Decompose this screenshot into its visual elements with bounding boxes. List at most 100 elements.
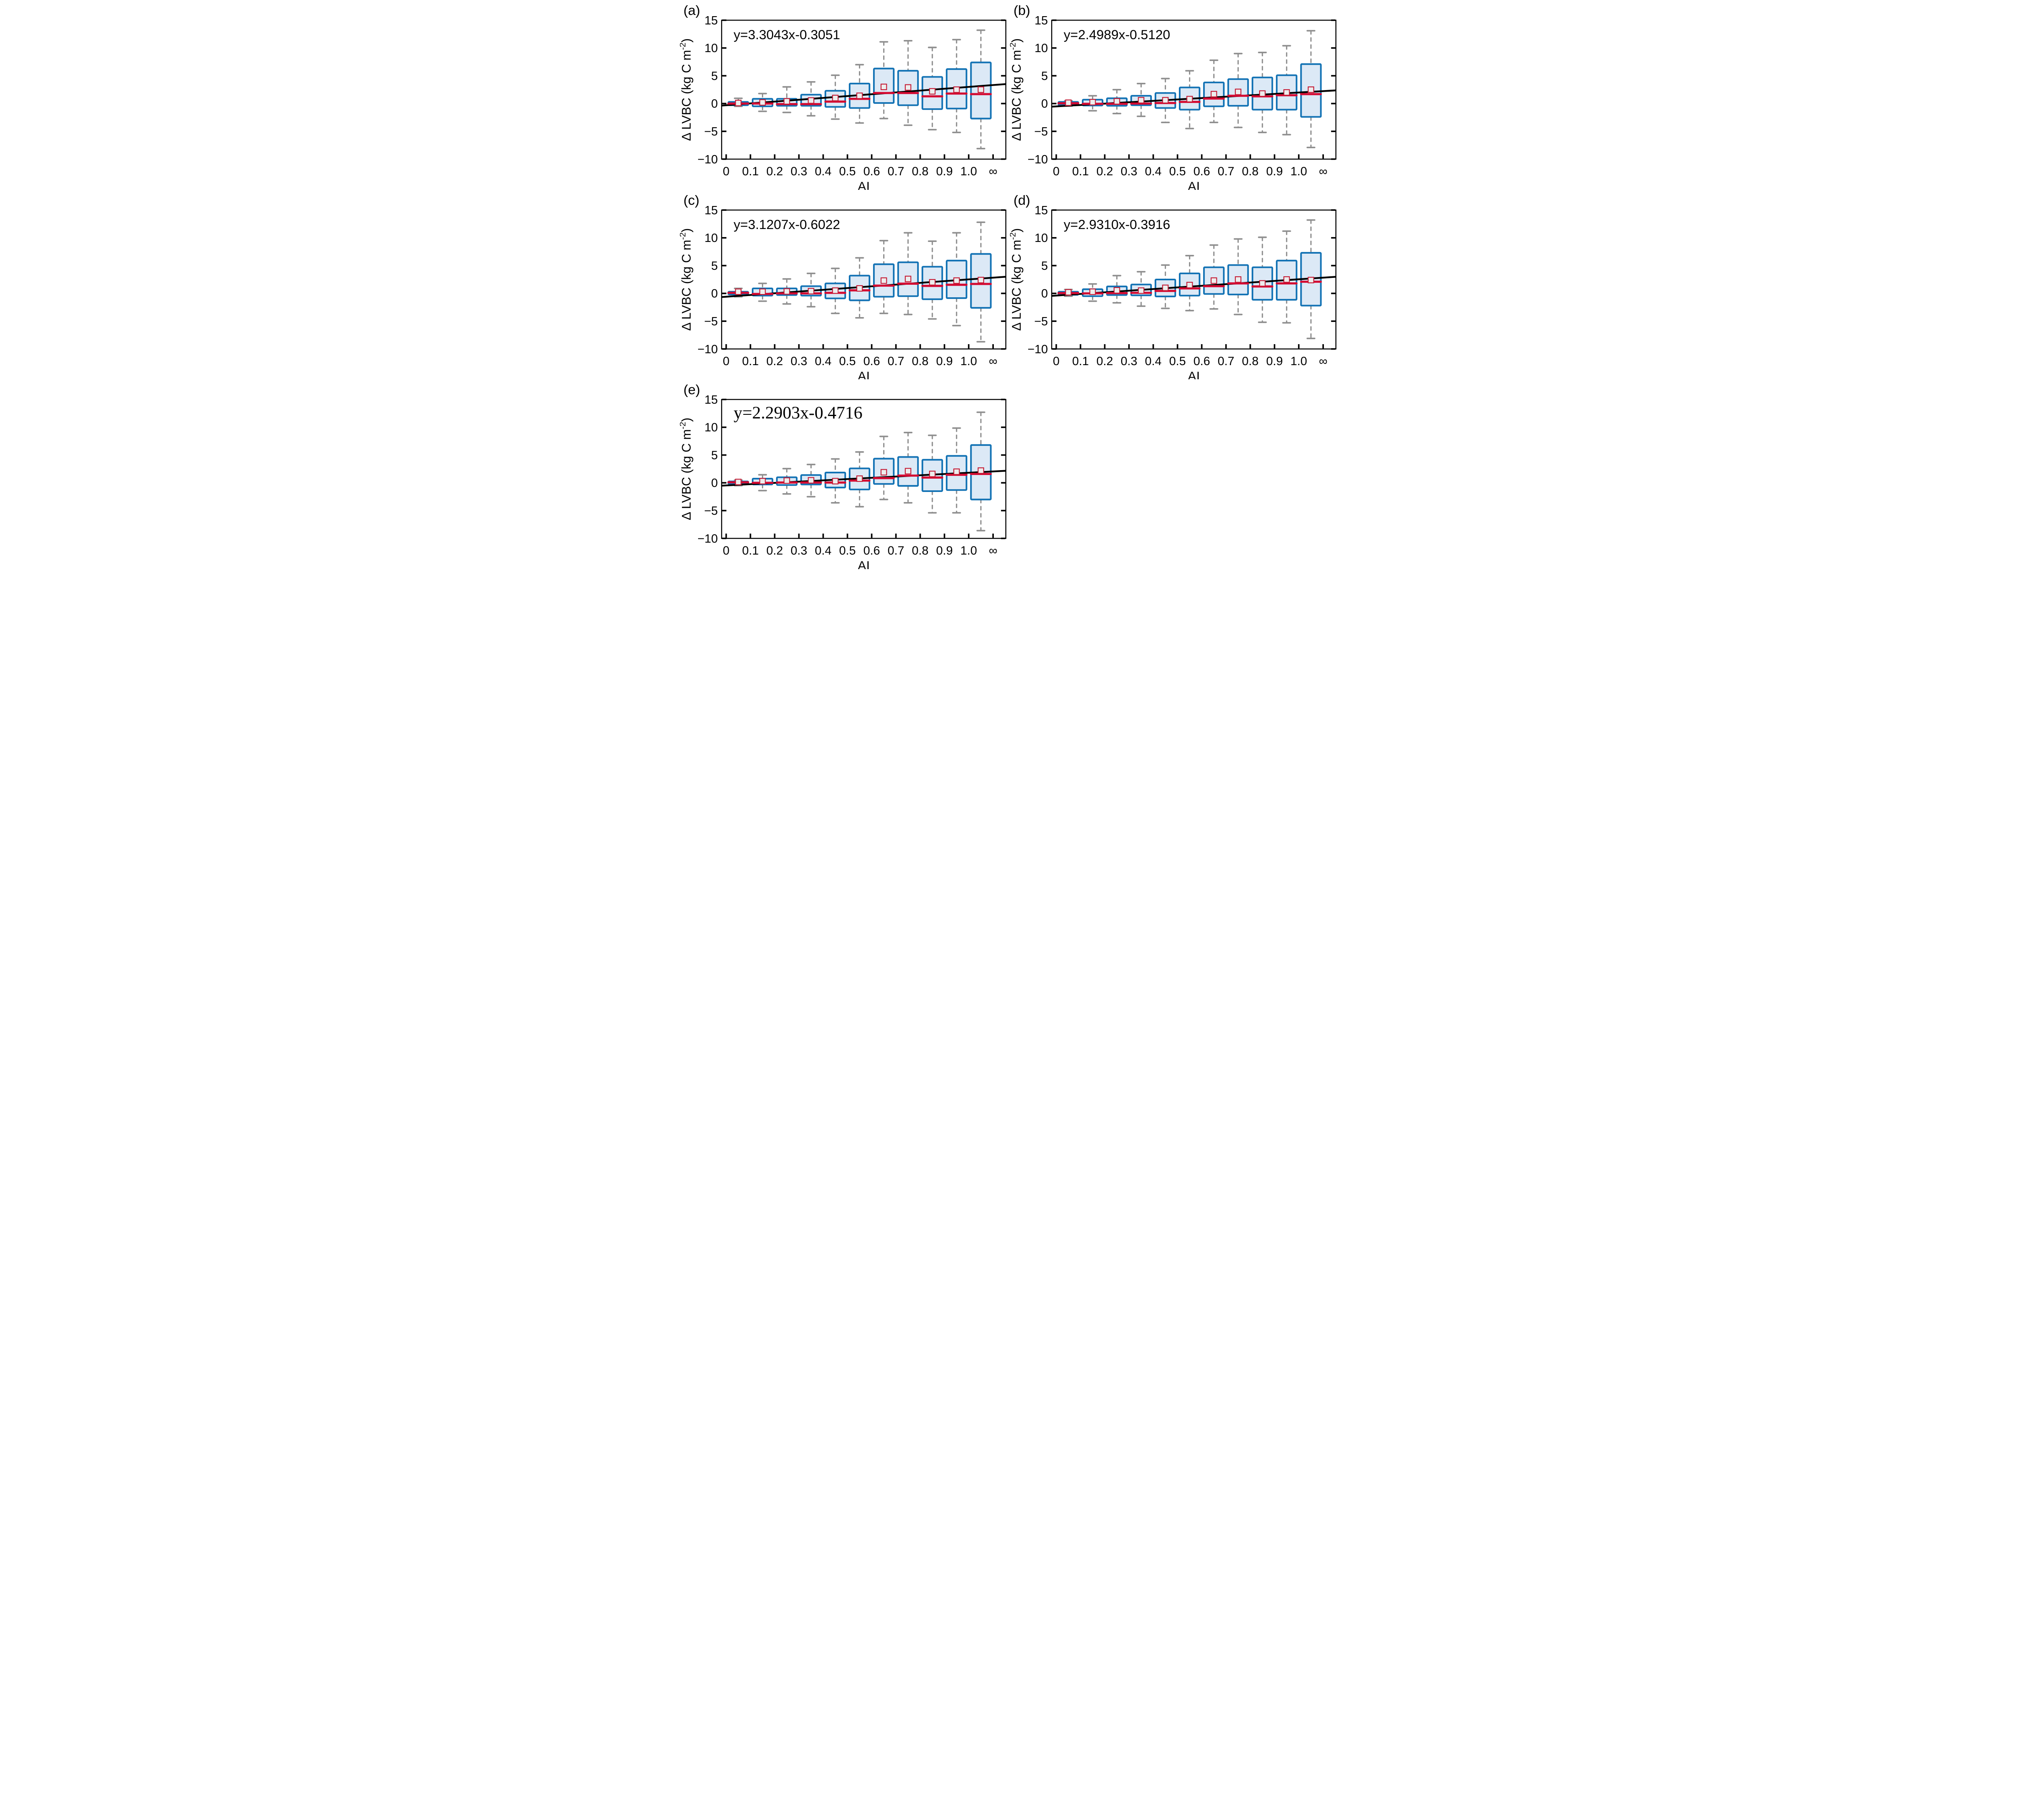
x-tick-label: 0.5 — [1169, 165, 1186, 178]
mean-marker — [1089, 99, 1096, 105]
x-tick-label: 0.4 — [815, 355, 831, 368]
x-tick-label: 0.8 — [1242, 355, 1258, 368]
equation-label: y=2.4989x-0.5120 — [1064, 27, 1170, 42]
x-tick-label: 0.9 — [936, 355, 953, 368]
y-tick-label: 15 — [1035, 204, 1048, 217]
x-tick-label: 0.5 — [839, 165, 856, 178]
y-tick-label: 5 — [1041, 69, 1048, 83]
plot-frame — [721, 19, 1006, 160]
mean-marker — [977, 86, 984, 93]
y-tick-label: −5 — [704, 504, 718, 518]
y-tick-label: 10 — [1035, 42, 1048, 55]
mean-marker — [1065, 99, 1072, 106]
y-tick-label: −10 — [697, 153, 718, 166]
y-tick-label: 0 — [711, 287, 718, 300]
mean-marker — [953, 277, 960, 284]
x-tick-label: 0 — [1053, 165, 1060, 178]
mean-marker — [783, 98, 790, 105]
y-axis-title: Δ LVBC (kg C m-2) — [680, 228, 694, 331]
x-tick-label: 0.9 — [1266, 165, 1283, 178]
x-tick-label: 0.2 — [1096, 355, 1113, 368]
y-tick-label: −5 — [704, 125, 718, 138]
x-tick-label: 0.8 — [912, 544, 928, 557]
mean-marker — [1307, 277, 1314, 283]
plot-frame — [1051, 19, 1336, 160]
mean-marker — [808, 477, 814, 484]
mean-marker — [759, 478, 766, 485]
y-tick-label: −10 — [1027, 343, 1048, 356]
y-tick-label: −10 — [697, 343, 718, 356]
x-tick-label: 0.3 — [791, 355, 807, 368]
x-tick-label: 0.6 — [1193, 165, 1210, 178]
x-tick-label: 0 — [723, 165, 730, 178]
mean-marker — [1283, 89, 1290, 96]
x-tick-label: 0 — [1053, 355, 1060, 368]
x-axis-title: AI — [858, 558, 870, 569]
x-tick-label: 1.0 — [1290, 165, 1307, 178]
x-tick-label: 0.5 — [839, 544, 856, 557]
mean-marker — [977, 467, 984, 474]
equation-label: y=3.3043x-0.3051 — [734, 27, 840, 42]
equation-label: y=3.1207x-0.6022 — [734, 217, 840, 232]
x-axis-title: AI — [1188, 179, 1200, 189]
y-tick-label: 15 — [705, 393, 718, 407]
y-axis-title: Δ LVBC (kg C m-2) — [680, 418, 694, 520]
x-tick-label: 0.1 — [742, 165, 759, 178]
mean-marker — [1113, 287, 1120, 294]
mean-marker — [735, 479, 742, 485]
x-tick-label: 0.3 — [1121, 165, 1137, 178]
mean-marker — [783, 477, 790, 484]
x-tick-label: 0.9 — [1266, 355, 1283, 368]
mean-marker — [905, 468, 911, 475]
x-tick-label: 0.6 — [1193, 355, 1210, 368]
x-tick-label: 0.8 — [1242, 165, 1258, 178]
mean-marker — [1113, 98, 1120, 105]
plot-frame — [721, 399, 1006, 539]
x-tick-label: 0.2 — [1096, 165, 1113, 178]
x-tick-label: 0.6 — [863, 165, 880, 178]
y-axis-title: Δ LVBC (kg C m-2) — [680, 38, 694, 141]
mean-marker — [735, 288, 742, 295]
x-tick-label: 0.6 — [863, 544, 880, 557]
y-tick-label: −10 — [697, 532, 718, 546]
mean-marker — [977, 277, 984, 283]
mean-marker — [1138, 97, 1145, 104]
mean-marker — [1259, 280, 1266, 287]
panel-d-chart: (d) 15 10 5 0 −5 −10 0 0.1 0.2 0.3 0.4 0.5 0.6 0.7 0.8 0… — [1010, 193, 1336, 379]
panel-b: (b) 15 10 5 0 −5 −10 0 0.1 0.2 0.3 0.4 0.5 0.6 0.7 0.8 0… — [1010, 0, 1340, 190]
y-tick-label: 10 — [1035, 231, 1048, 245]
x-tick-label: 0.8 — [912, 355, 928, 368]
panel-letter: (b) — [1014, 3, 1030, 18]
y-tick-label: −5 — [704, 315, 718, 328]
panel-letter: (a) — [684, 3, 700, 18]
y-tick-label: −5 — [1034, 125, 1048, 138]
y-tick-label: 10 — [705, 42, 718, 55]
x-tick-label: 0.7 — [888, 355, 904, 368]
x-tick-label: 0 — [723, 355, 730, 368]
x-tick-label: 1.0 — [960, 544, 977, 557]
x-axis-title: AI — [858, 179, 870, 189]
panel-letter: (c) — [684, 193, 699, 208]
mean-marker — [1210, 277, 1217, 284]
y-tick-label: 10 — [705, 421, 718, 434]
mean-marker — [953, 86, 960, 93]
mean-marker — [832, 287, 839, 294]
mean-marker — [735, 100, 742, 106]
mean-marker — [1138, 287, 1145, 294]
mean-marker — [905, 275, 911, 282]
x-tick-label: 0.7 — [1218, 165, 1234, 178]
equation-label: y=2.2903x-0.4716 — [734, 404, 863, 422]
mean-marker — [759, 288, 766, 295]
y-tick-label: 5 — [711, 69, 718, 83]
x-tick-label: 0.4 — [815, 165, 831, 178]
x-tick-label: 0.2 — [766, 355, 783, 368]
x-tick-label: 0.5 — [839, 355, 856, 368]
mean-marker — [1162, 284, 1169, 291]
panel-b-chart: (b) 15 10 5 0 −5 −10 0 0.1 0.2 0.3 0.4 0.5 0.6 0.7 0.8 0… — [1010, 3, 1336, 190]
plot-frame — [1051, 209, 1336, 349]
x-tick-label: ∞ — [1319, 165, 1328, 178]
x-tick-label: 0.2 — [766, 165, 783, 178]
x-tick-label: 1.0 — [960, 355, 977, 368]
y-tick-label: 5 — [1041, 259, 1048, 273]
mean-marker — [1065, 289, 1072, 296]
